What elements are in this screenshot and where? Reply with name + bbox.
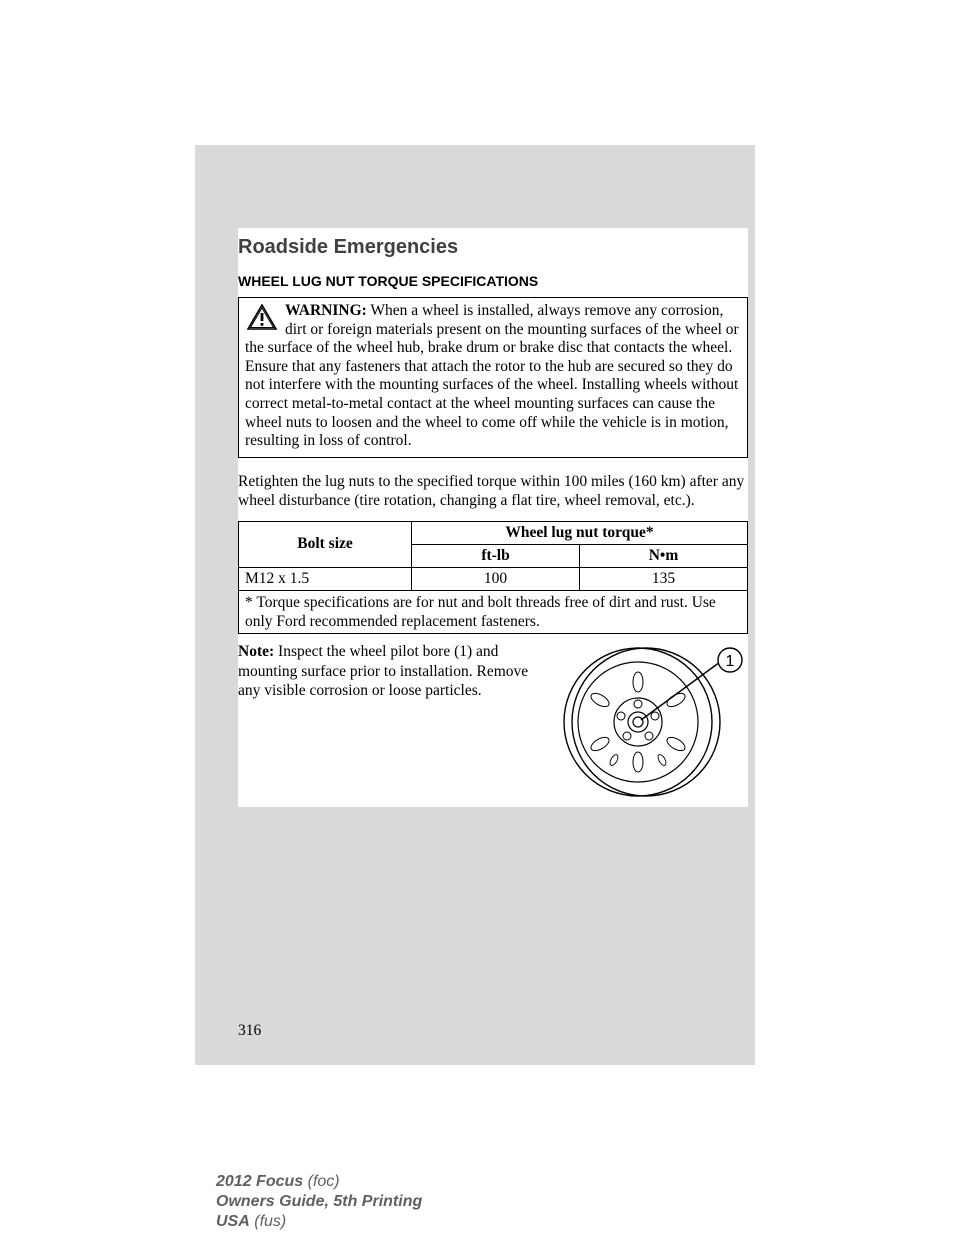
table-footnote: * Torque specifications are for nut and …	[239, 590, 748, 634]
wheel-diagram: 1	[548, 642, 748, 807]
section-title: Roadside Emergencies	[238, 236, 748, 259]
table-header-ftlb: ft-lb	[412, 544, 580, 567]
note-body: Inspect the wheel pilot bore (1) and mou…	[238, 643, 528, 699]
page-content-area: Roadside Emergencies WHEEL LUG NUT TORQU…	[238, 228, 748, 807]
table-cell-bolt: M12 x 1.5	[239, 567, 412, 590]
footer-model-code: (foc)	[308, 1173, 340, 1190]
note-row: Note: Inspect the wheel pilot bore (1) a…	[238, 642, 748, 807]
table-header-bolt-size: Bolt size	[239, 521, 412, 567]
warning-box: WARNING: When a wheel is installed, alwa…	[238, 297, 748, 458]
table-header-torque: Wheel lug nut torque*	[412, 521, 748, 544]
torque-spec-table: Bolt size Wheel lug nut torque* ft-lb N•…	[238, 521, 748, 635]
footer-region-code: (fus)	[254, 1213, 286, 1230]
document-footer: 2012 Focus (foc) Owners Guide, 5th Print…	[216, 1172, 422, 1232]
warning-text: When a wheel is installed, always remove…	[245, 302, 739, 449]
footer-guide: Owners Guide, 5th Printing	[216, 1192, 422, 1212]
page-number: 316	[238, 1022, 261, 1040]
diagram-callout-label: 1	[726, 653, 735, 670]
footer-region: USA	[216, 1213, 250, 1230]
table-cell-ftlb: 100	[412, 567, 580, 590]
warning-label: WARNING:	[285, 302, 367, 319]
subsection-title: WHEEL LUG NUT TORQUE SPECIFICATIONS	[238, 273, 748, 289]
warning-triangle-icon	[247, 304, 277, 336]
table-cell-nm: 135	[580, 567, 748, 590]
table-row: M12 x 1.5 100 135	[239, 567, 748, 590]
footer-model: 2012 Focus	[216, 1173, 303, 1190]
table-header-nm: N•m	[580, 544, 748, 567]
retighten-paragraph: Retighten the lug nuts to the specified …	[238, 472, 748, 511]
note-text-block: Note: Inspect the wheel pilot bore (1) a…	[238, 642, 530, 700]
note-label: Note:	[238, 643, 274, 660]
